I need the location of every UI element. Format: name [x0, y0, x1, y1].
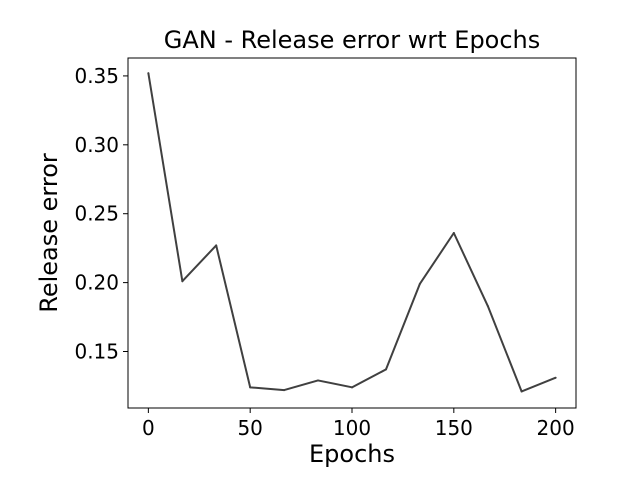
x-tick-label: 50 [237, 416, 262, 440]
data-point [520, 390, 523, 393]
y-axis-label: Release error [35, 153, 63, 313]
data-point [554, 376, 557, 379]
data-point [452, 232, 455, 234]
series-line [147, 72, 557, 393]
data-point [181, 280, 184, 283]
chart-title: GAN - Release error wrt Epochs [164, 26, 541, 54]
x-tick-label: 100 [333, 416, 371, 440]
data-point [283, 389, 286, 392]
y-tick-label: 0.20 [74, 271, 119, 295]
x-tick-label: 200 [537, 416, 575, 440]
y-tick-label: 0.30 [74, 133, 119, 157]
y-tick-label: 0.35 [74, 64, 119, 88]
data-point [486, 305, 489, 308]
plot-area [147, 72, 557, 393]
y-tick-label: 0.25 [74, 202, 119, 226]
data-point [316, 379, 319, 382]
data-point [418, 282, 421, 285]
x-tick-label: 0 [142, 416, 155, 440]
data-point [147, 72, 150, 75]
plot-frame [127, 57, 577, 409]
data-point [351, 386, 353, 389]
y-tick-label: 0.15 [74, 340, 119, 364]
data-point [215, 244, 218, 247]
data-point [249, 386, 252, 389]
x-tick-label: 150 [435, 416, 473, 440]
data-point [385, 368, 388, 371]
x-axis-label: Epochs [309, 440, 395, 468]
